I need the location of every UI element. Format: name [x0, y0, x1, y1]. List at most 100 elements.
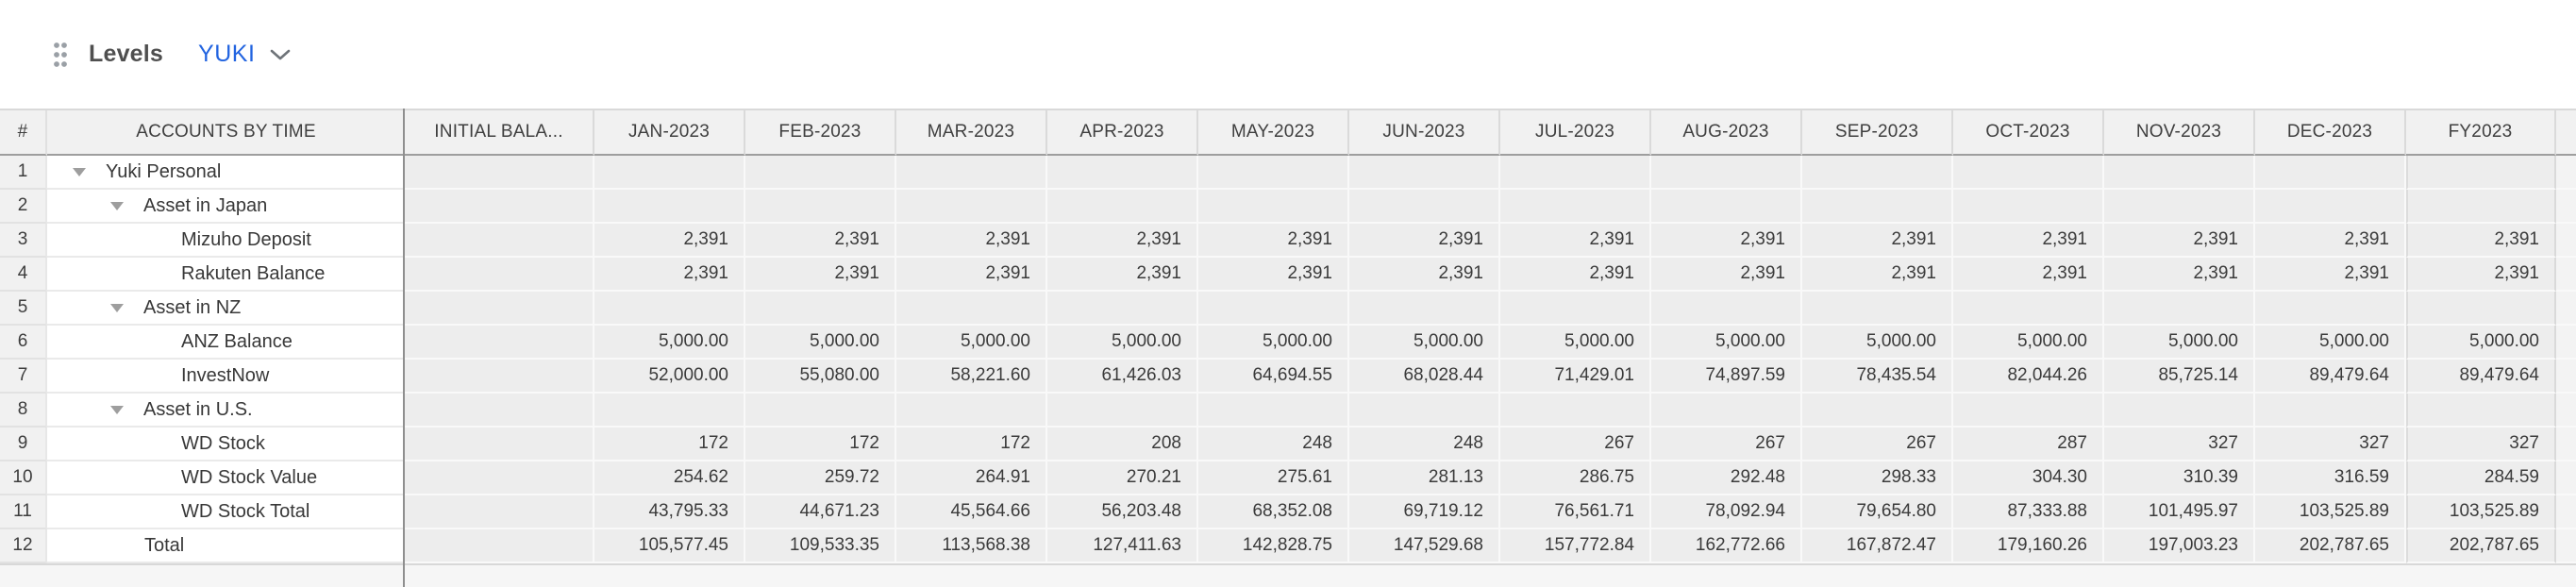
- value-cell[interactable]: 68,352.08: [1198, 495, 1349, 529]
- collapse-toggle-icon[interactable]: [110, 303, 124, 312]
- value-cell[interactable]: [1802, 190, 1953, 224]
- value-cell[interactable]: 304.30: [1953, 461, 2104, 495]
- value-cell[interactable]: 5,000.00: [1953, 326, 2104, 360]
- value-cell[interactable]: 103,525.89: [2406, 495, 2556, 529]
- value-cell[interactable]: 197,003.23: [2104, 529, 2255, 563]
- column-header[interactable]: FY2023: [2406, 110, 2556, 156]
- value-cell[interactable]: [2104, 394, 2255, 428]
- value-cell[interactable]: 2,391: [1500, 224, 1651, 258]
- value-cell[interactable]: 2,391: [1651, 258, 1802, 292]
- value-cell[interactable]: 172: [594, 428, 745, 461]
- value-cell[interactable]: [1198, 156, 1349, 190]
- value-cell[interactable]: 248: [1198, 428, 1349, 461]
- value-cell[interactable]: 2,391: [2255, 224, 2406, 258]
- value-cell[interactable]: [2104, 292, 2255, 326]
- value-cell[interactable]: 68,028.44: [1349, 360, 1500, 394]
- column-header[interactable]: MAY-2023: [1198, 110, 1349, 156]
- value-cell[interactable]: 2,391: [1500, 258, 1651, 292]
- row-number[interactable]: 7: [0, 360, 47, 394]
- value-cell[interactable]: [896, 156, 1047, 190]
- account-name-cell[interactable]: Asset in Japan: [47, 190, 405, 224]
- value-cell[interactable]: 5,000.00: [896, 326, 1047, 360]
- value-cell[interactable]: 109,533.35: [745, 529, 896, 563]
- value-cell[interactable]: [594, 292, 745, 326]
- value-cell[interactable]: 103,525.89: [2255, 495, 2406, 529]
- value-cell[interactable]: 43,795.33: [594, 495, 745, 529]
- value-cell[interactable]: 147,529.68: [1349, 529, 1500, 563]
- value-cell[interactable]: [1198, 292, 1349, 326]
- value-cell[interactable]: 85,725.14: [2104, 360, 2255, 394]
- value-cell[interactable]: 5,000.00: [1651, 326, 1802, 360]
- column-header[interactable]: JAN-2023: [594, 110, 745, 156]
- value-cell[interactable]: 286.75: [1500, 461, 1651, 495]
- value-cell[interactable]: 101,495.97: [2104, 495, 2255, 529]
- column-header[interactable]: APR-2023: [1047, 110, 1198, 156]
- value-cell[interactable]: 2,391: [745, 224, 896, 258]
- value-cell[interactable]: 74,897.59: [1651, 360, 1802, 394]
- value-cell[interactable]: [405, 461, 594, 495]
- value-cell[interactable]: 5,000.00: [1500, 326, 1651, 360]
- value-cell[interactable]: [1349, 394, 1500, 428]
- value-cell[interactable]: 5,000.00: [2104, 326, 2255, 360]
- value-cell[interactable]: 89,479.64: [2255, 360, 2406, 394]
- value-cell[interactable]: 2,391: [1349, 224, 1500, 258]
- value-cell[interactable]: [594, 190, 745, 224]
- drag-handle-icon[interactable]: [53, 41, 68, 69]
- value-cell[interactable]: [1953, 190, 2104, 224]
- value-cell[interactable]: [405, 224, 594, 258]
- column-header[interactable]: JUN-2023: [1349, 110, 1500, 156]
- row-number[interactable]: 12: [0, 529, 47, 563]
- column-header[interactable]: JUL-2023: [1500, 110, 1651, 156]
- value-cell[interactable]: 284.59: [2406, 461, 2556, 495]
- value-cell[interactable]: 267: [1802, 428, 1953, 461]
- value-cell[interactable]: 87,333.88: [1953, 495, 2104, 529]
- value-cell[interactable]: 2,391: [1802, 224, 1953, 258]
- row-number[interactable]: 2: [0, 190, 47, 224]
- value-cell[interactable]: 45,564.66: [896, 495, 1047, 529]
- value-cell[interactable]: [405, 394, 594, 428]
- column-header[interactable]: NOV-2023: [2104, 110, 2255, 156]
- value-cell[interactable]: [1651, 292, 1802, 326]
- view-selector[interactable]: YUKI: [198, 41, 293, 68]
- value-cell[interactable]: 2,391: [896, 224, 1047, 258]
- value-cell[interactable]: 2,391: [1802, 258, 1953, 292]
- row-number[interactable]: 11: [0, 495, 47, 529]
- value-cell[interactable]: [1953, 156, 2104, 190]
- value-cell[interactable]: 292.48: [1651, 461, 1802, 495]
- value-cell[interactable]: [1047, 156, 1198, 190]
- value-cell[interactable]: 172: [896, 428, 1047, 461]
- value-cell[interactable]: [1047, 190, 1198, 224]
- row-number[interactable]: 3: [0, 224, 47, 258]
- value-cell[interactable]: [1500, 394, 1651, 428]
- value-cell[interactable]: 248: [1349, 428, 1500, 461]
- value-cell[interactable]: 2,391: [1349, 258, 1500, 292]
- value-cell[interactable]: 2,391: [2104, 224, 2255, 258]
- value-cell[interactable]: 2,391: [745, 258, 896, 292]
- value-cell[interactable]: 208: [1047, 428, 1198, 461]
- value-cell[interactable]: 2,391: [1047, 224, 1198, 258]
- value-cell[interactable]: [405, 292, 594, 326]
- collapse-toggle-icon[interactable]: [73, 167, 86, 176]
- value-cell[interactable]: 5,000.00: [2406, 326, 2556, 360]
- value-cell[interactable]: 71,429.01: [1500, 360, 1651, 394]
- value-cell[interactable]: 105,577.45: [594, 529, 745, 563]
- value-cell[interactable]: [1651, 190, 1802, 224]
- collapse-toggle-icon[interactable]: [110, 201, 124, 210]
- account-name-cell[interactable]: Asset in NZ: [47, 292, 405, 326]
- value-cell[interactable]: 79,654.80: [1802, 495, 1953, 529]
- column-header[interactable]: OCT-2023: [1953, 110, 2104, 156]
- value-cell[interactable]: [405, 190, 594, 224]
- value-cell[interactable]: [594, 394, 745, 428]
- value-cell[interactable]: [1802, 292, 1953, 326]
- value-cell[interactable]: [405, 258, 594, 292]
- row-number[interactable]: 5: [0, 292, 47, 326]
- value-cell[interactable]: 254.62: [594, 461, 745, 495]
- value-cell[interactable]: [2406, 156, 2556, 190]
- value-cell[interactable]: 5,000.00: [1198, 326, 1349, 360]
- value-cell[interactable]: 2,391: [896, 258, 1047, 292]
- value-cell[interactable]: 2,391: [2255, 258, 2406, 292]
- collapse-toggle-icon[interactable]: [110, 405, 124, 414]
- value-cell[interactable]: 69,719.12: [1349, 495, 1500, 529]
- value-cell[interactable]: 5,000.00: [2255, 326, 2406, 360]
- account-name-cell[interactable]: WD Stock Total: [47, 495, 405, 529]
